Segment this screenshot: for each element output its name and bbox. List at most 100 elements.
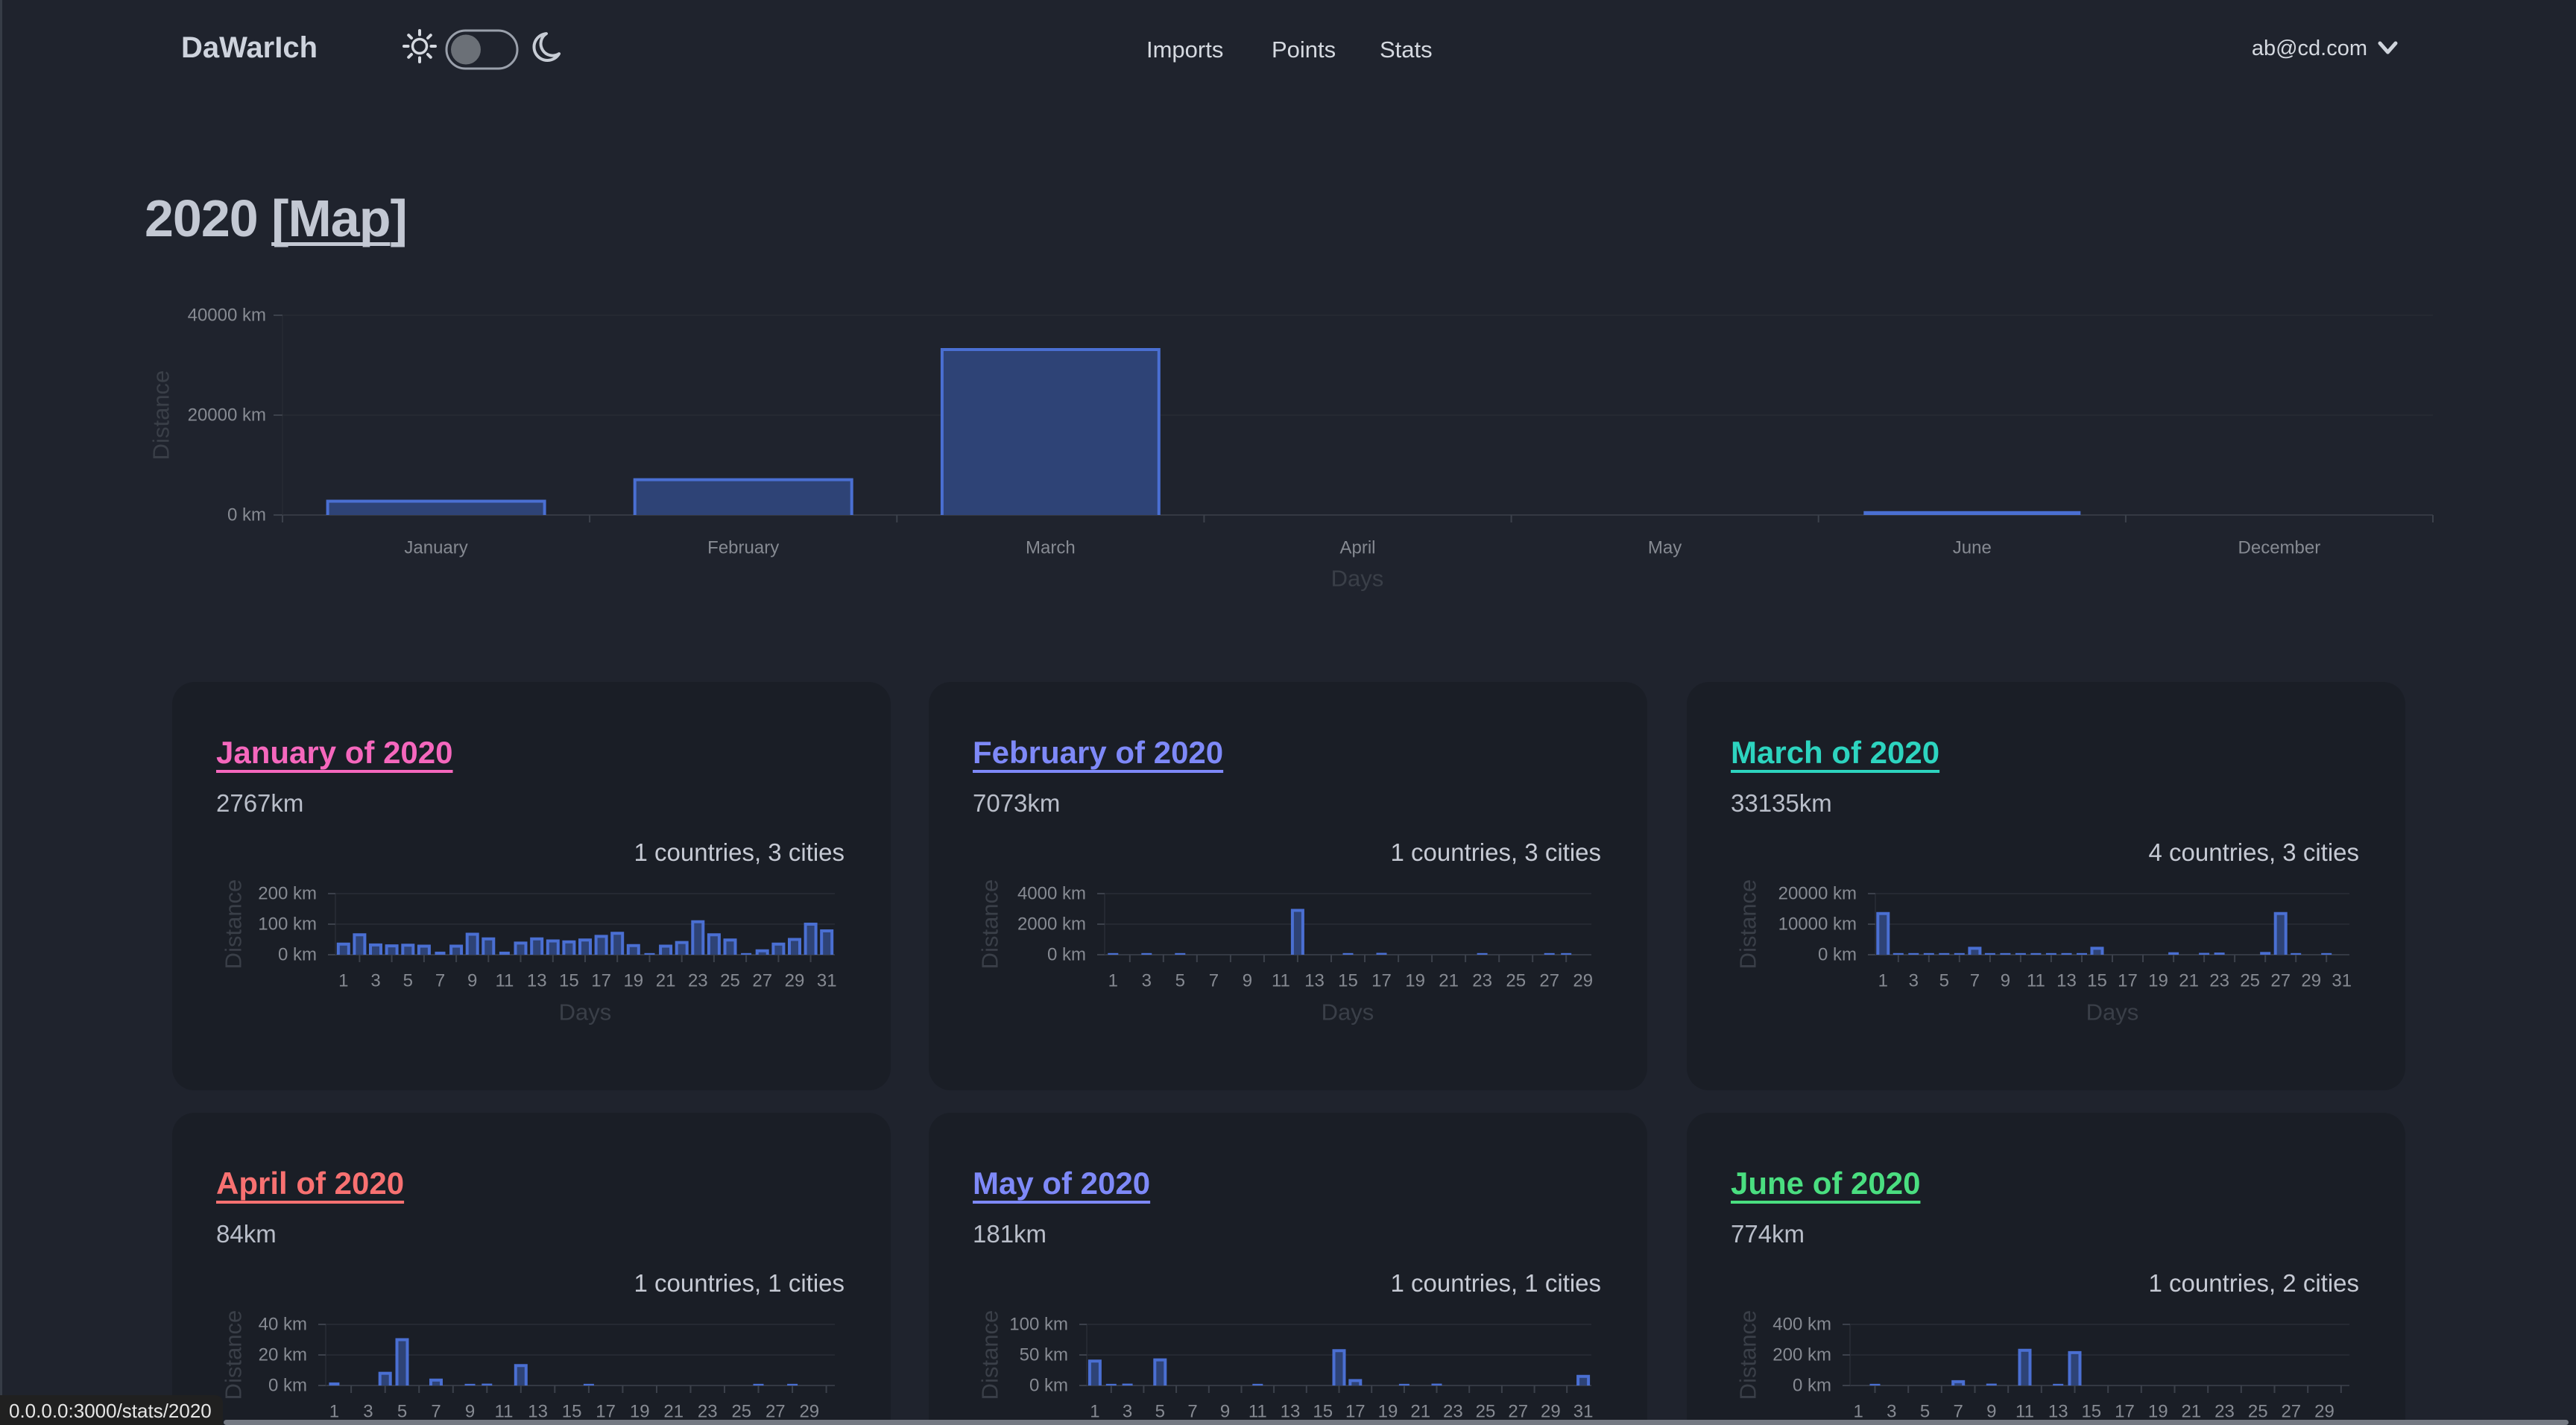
svg-text:21: 21 xyxy=(2179,971,2199,991)
svg-text:Days: Days xyxy=(1322,999,1374,1026)
svg-text:17: 17 xyxy=(591,971,611,991)
svg-text:13: 13 xyxy=(528,1402,548,1422)
svg-text:0 km: 0 km xyxy=(227,505,266,525)
svg-text:Distance: Distance xyxy=(221,1310,247,1400)
svg-text:10000 km: 10000 km xyxy=(1778,914,1857,935)
svg-text:17: 17 xyxy=(1371,971,1392,991)
svg-text:Distance: Distance xyxy=(977,879,1003,970)
svg-text:31: 31 xyxy=(817,971,837,991)
svg-text:0 km: 0 km xyxy=(278,945,317,965)
svg-text:27: 27 xyxy=(1508,1402,1528,1422)
svg-text:19: 19 xyxy=(1405,971,1425,991)
svg-text:11: 11 xyxy=(495,1402,514,1422)
svg-text:11: 11 xyxy=(2027,971,2045,991)
svg-text:19: 19 xyxy=(1378,1402,1398,1422)
svg-text:25: 25 xyxy=(2248,1402,2268,1422)
svg-text:27: 27 xyxy=(2270,971,2291,991)
svg-text:0 km: 0 km xyxy=(1029,1376,1068,1396)
svg-text:7: 7 xyxy=(435,971,445,991)
svg-text:20000 km: 20000 km xyxy=(1778,884,1857,904)
svg-text:13: 13 xyxy=(2048,1402,2068,1422)
svg-text:29: 29 xyxy=(785,971,805,991)
svg-text:25: 25 xyxy=(731,1402,751,1422)
svg-text:25: 25 xyxy=(1506,971,1526,991)
svg-text:5: 5 xyxy=(1175,971,1185,991)
svg-text:2000 km: 2000 km xyxy=(1017,914,1086,935)
svg-text:29: 29 xyxy=(2301,971,2321,991)
svg-text:13: 13 xyxy=(527,971,547,991)
svg-text:June: June xyxy=(1953,538,1992,558)
svg-text:15: 15 xyxy=(1313,1402,1333,1422)
svg-text:7: 7 xyxy=(1187,1402,1197,1422)
svg-text:29: 29 xyxy=(2314,1402,2334,1422)
svg-text:February: February xyxy=(707,538,779,558)
svg-text:5: 5 xyxy=(403,971,413,991)
svg-text:27: 27 xyxy=(765,1402,786,1422)
svg-text:25: 25 xyxy=(1476,1402,1496,1422)
svg-text:20 km: 20 km xyxy=(259,1345,307,1365)
svg-text:1: 1 xyxy=(1854,1402,1863,1422)
svg-text:17: 17 xyxy=(2118,971,2138,991)
svg-text:Days: Days xyxy=(1331,566,1384,592)
svg-text:21: 21 xyxy=(663,1402,684,1422)
svg-text:0 km: 0 km xyxy=(1047,945,1086,965)
svg-text:17: 17 xyxy=(1345,1402,1366,1422)
svg-text:Days: Days xyxy=(559,999,612,1026)
svg-text:5: 5 xyxy=(1920,1402,1930,1422)
svg-text:23: 23 xyxy=(688,971,708,991)
svg-text:21: 21 xyxy=(1410,1402,1430,1422)
svg-text:0 km: 0 km xyxy=(1818,945,1857,965)
svg-text:19: 19 xyxy=(2148,971,2168,991)
svg-text:40 km: 40 km xyxy=(259,1315,307,1335)
svg-text:1: 1 xyxy=(1090,1402,1099,1422)
svg-text:17: 17 xyxy=(596,1402,616,1422)
svg-text:0 km: 0 km xyxy=(268,1376,307,1396)
svg-text:3: 3 xyxy=(363,1402,373,1422)
svg-text:9: 9 xyxy=(1243,971,1252,991)
svg-text:15: 15 xyxy=(559,971,579,991)
svg-text:9: 9 xyxy=(1986,1402,1996,1422)
svg-text:23: 23 xyxy=(1472,971,1492,991)
svg-text:9: 9 xyxy=(465,1402,475,1422)
svg-text:5: 5 xyxy=(1155,1402,1165,1422)
svg-text:29: 29 xyxy=(1541,1402,1561,1422)
svg-text:0 km: 0 km xyxy=(1793,1376,1831,1396)
svg-text:1: 1 xyxy=(1878,971,1888,991)
svg-text:Distance: Distance xyxy=(977,1310,1003,1400)
svg-text:21: 21 xyxy=(656,971,676,991)
svg-text:23: 23 xyxy=(2214,1402,2235,1422)
svg-text:25: 25 xyxy=(720,971,740,991)
svg-text:11: 11 xyxy=(1272,971,1290,991)
svg-text:9: 9 xyxy=(1220,1402,1230,1422)
svg-text:3: 3 xyxy=(370,971,380,991)
svg-text:1: 1 xyxy=(1108,971,1118,991)
svg-text:15: 15 xyxy=(2081,1402,2101,1422)
svg-text:100 km: 100 km xyxy=(258,914,317,935)
svg-text:31: 31 xyxy=(2332,971,2352,991)
svg-text:23: 23 xyxy=(1443,1402,1463,1422)
svg-text:December: December xyxy=(2238,538,2321,558)
svg-text:21: 21 xyxy=(1439,971,1459,991)
svg-text:29: 29 xyxy=(799,1402,819,1422)
svg-text:11: 11 xyxy=(495,971,514,991)
svg-text:15: 15 xyxy=(2087,971,2107,991)
svg-text:4000 km: 4000 km xyxy=(1017,884,1086,904)
svg-text:27: 27 xyxy=(1539,971,1559,991)
svg-text:15: 15 xyxy=(1338,971,1358,991)
svg-text:7: 7 xyxy=(1209,971,1219,991)
svg-text:7: 7 xyxy=(1970,971,1980,991)
svg-text:7: 7 xyxy=(1954,1402,1963,1422)
svg-text:100 km: 100 km xyxy=(1009,1315,1068,1335)
svg-text:April: April xyxy=(1339,538,1375,558)
svg-text:50 km: 50 km xyxy=(1020,1345,1068,1365)
svg-text:25: 25 xyxy=(2240,971,2260,991)
svg-text:17: 17 xyxy=(2115,1402,2135,1422)
svg-text:19: 19 xyxy=(2148,1402,2168,1422)
svg-text:400 km: 400 km xyxy=(1772,1315,1831,1335)
svg-text:11: 11 xyxy=(1248,1402,1267,1422)
svg-text:3: 3 xyxy=(1142,971,1152,991)
svg-text:5: 5 xyxy=(397,1402,407,1422)
svg-text:1: 1 xyxy=(338,971,348,991)
svg-text:Days: Days xyxy=(2086,999,2139,1026)
svg-text:200 km: 200 km xyxy=(1772,1345,1831,1365)
